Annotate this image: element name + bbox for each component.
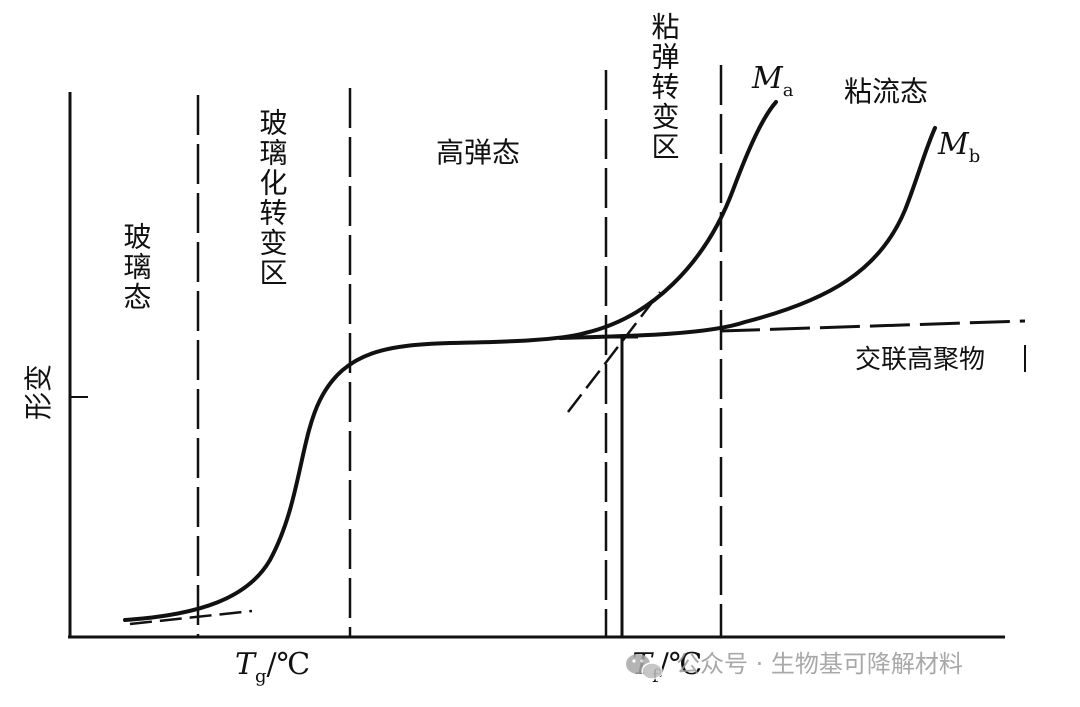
glassy-tangent-dashed: [129, 609, 253, 626]
curve-label-mb-main: M: [937, 127, 970, 162]
curve-mb: [558, 126, 937, 340]
curve-label-crosslinked: 交联高聚物: [855, 345, 985, 375]
region-label-glass-transition: 玻璃化转变区: [256, 108, 289, 288]
curve-label-ma-sub: a: [783, 80, 794, 101]
tg-label-unit: /℃: [267, 647, 311, 682]
curve-label-ma-main: M: [751, 61, 784, 96]
curve-label-mb: Mb: [937, 127, 980, 167]
curve-label-ma: Ma: [751, 61, 794, 101]
ma-tangent-dashed: [567, 291, 661, 413]
region-label-glassy: 玻璃态: [120, 222, 153, 312]
tg-label-main: T: [235, 647, 257, 682]
region-label-rubbery: 高弹态: [436, 136, 520, 169]
curve-ma: [123, 100, 778, 622]
crosslinked-plateau-dashed: [719, 319, 1026, 333]
curve-label-mb-sub: b: [969, 146, 981, 167]
region-label-viscoelastic-transition: 粘弹转变区: [648, 12, 681, 162]
region-label-viscous-flow: 粘流态: [844, 75, 928, 108]
watermark-text: 公众号 · 生物基可降解材料: [676, 650, 963, 678]
watermark: 公众号 · 生物基可降解材料: [626, 650, 963, 680]
tf-label-unit: /℃: [659, 647, 703, 682]
wechat-icon: [626, 654, 663, 680]
tg-label-sub: g: [255, 666, 267, 687]
y-axis-label: 形变: [22, 364, 55, 420]
tg-label: Tg/℃: [235, 647, 310, 687]
